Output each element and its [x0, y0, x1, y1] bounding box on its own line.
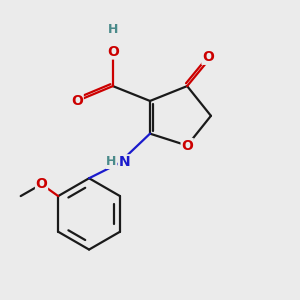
Text: H: H — [108, 22, 118, 35]
Text: N: N — [118, 155, 130, 169]
Text: O: O — [181, 139, 193, 152]
Text: O: O — [107, 45, 119, 59]
Text: O: O — [71, 94, 83, 108]
Text: H: H — [106, 155, 116, 168]
Text: O: O — [36, 177, 47, 191]
Text: O: O — [202, 50, 214, 64]
